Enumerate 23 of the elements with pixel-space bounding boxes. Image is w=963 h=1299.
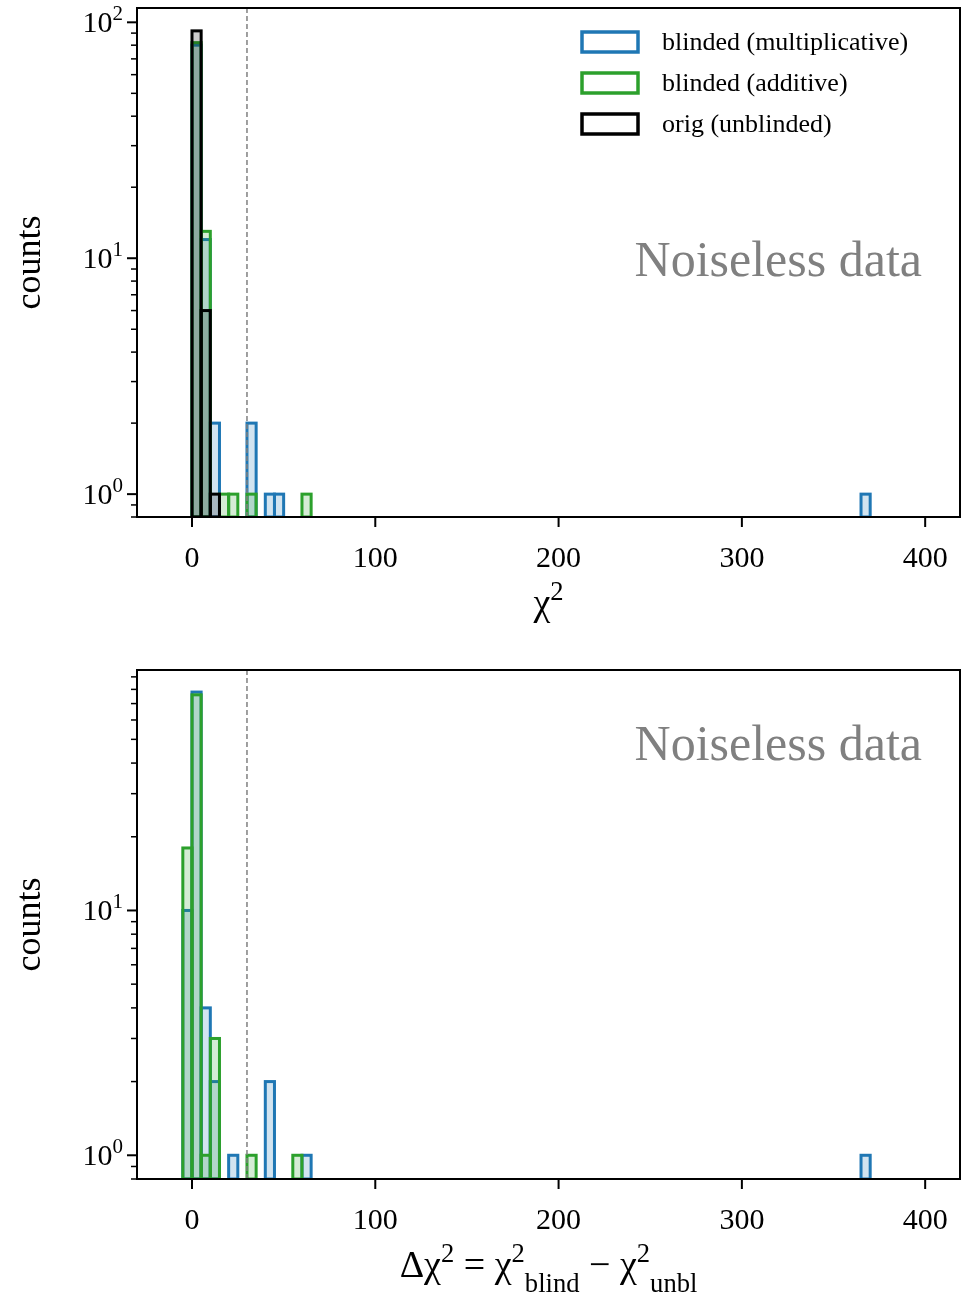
annotation: Noiseless data [634,715,922,771]
y-tick-label: 10$^{0}$ [82,473,123,511]
y-tick-label: 10$^{2}$ [82,1,123,39]
annotation: Noiseless data [634,231,922,287]
y-axis-title: counts [8,877,48,972]
x-tick-label: 100 [352,540,398,573]
y-tick-label: 10$^{1}$ [82,889,123,927]
x-tick-label: 200 [536,540,582,573]
legend-label: orig (unblinded) [662,109,832,138]
x-tick-label: 300 [719,540,765,573]
legend-label: blinded (additive) [662,68,848,97]
x-tick-label: 100 [352,1202,398,1235]
y-tick-label: 10$^{0}$ [82,1134,123,1172]
legend-label: blinded (multiplicative) [662,27,909,56]
y-axis-title: counts [8,215,48,310]
x-tick-label: 200 [536,1202,582,1235]
x-tick-label: 0 [184,540,200,573]
y-tick-label: 10$^{1}$ [82,237,123,275]
x-tick-label: 400 [902,1202,948,1235]
x-tick-label: 0 [184,1202,200,1235]
x-axis-title: χ$^{2}$ [532,576,564,623]
x-tick-label: 400 [902,540,948,573]
x-tick-label: 300 [719,1202,765,1235]
